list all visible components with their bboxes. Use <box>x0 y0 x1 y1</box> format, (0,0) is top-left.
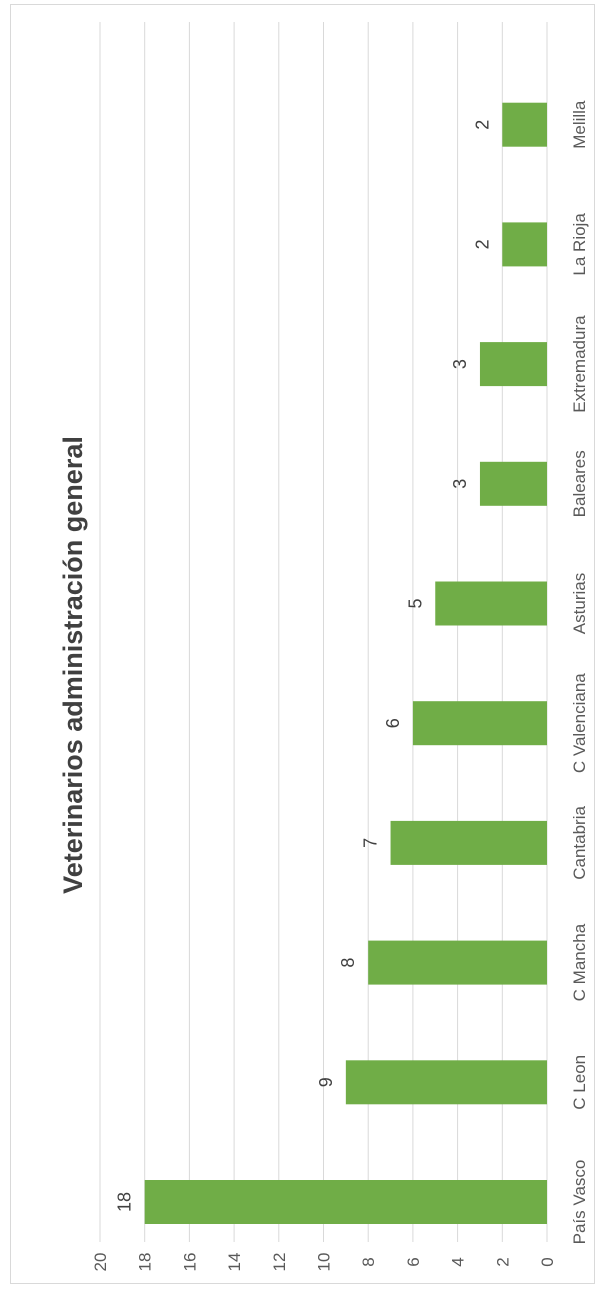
bar <box>502 102 547 147</box>
y-tick-label: 8 <box>359 1257 378 1266</box>
category-label: Asturias <box>570 573 589 634</box>
bar <box>412 701 547 746</box>
bar <box>502 222 547 267</box>
category-label: C Valenciana <box>570 673 589 773</box>
data-label: 18 <box>115 1192 135 1212</box>
bars <box>144 102 547 1224</box>
y-tick-label: 14 <box>225 1253 244 1272</box>
gridlines <box>99 22 548 1242</box>
bar <box>345 1060 547 1105</box>
y-tick-label: 20 <box>91 1253 110 1272</box>
y-tick-label: 12 <box>270 1253 289 1272</box>
category-label: La Rioja <box>570 213 589 276</box>
chart-title: Veterinarios administración general <box>58 436 88 894</box>
y-tick-label: 16 <box>180 1253 199 1272</box>
category-labels: País Vasco C Leon C Mancha Cantabria C Valen… <box>570 100 589 1244</box>
y-tick-label: 4 <box>449 1257 468 1266</box>
data-labels: 18 9 8 7 6 5 3 3 2 2 <box>115 120 493 1212</box>
category-label: Cantabria <box>570 806 589 880</box>
bar <box>435 581 547 626</box>
y-axis-ticks: 0 2 4 6 8 10 12 14 16 18 20 <box>91 1253 557 1272</box>
y-tick-label: 0 <box>538 1257 557 1266</box>
bar <box>479 461 547 506</box>
category-label: C Leon <box>570 1055 589 1110</box>
y-tick-label: 10 <box>315 1253 334 1272</box>
data-label: 3 <box>450 479 470 489</box>
category-label: País Vasco <box>570 1160 589 1245</box>
category-label: Extremadura <box>570 315 589 413</box>
data-label: 6 <box>383 718 403 728</box>
bar <box>479 342 547 387</box>
y-tick-label: 2 <box>493 1257 512 1266</box>
y-tick-label: 18 <box>136 1253 155 1272</box>
bar <box>144 1180 547 1224</box>
data-label: 2 <box>472 120 492 130</box>
category-label: Baleares <box>570 450 589 517</box>
data-label: 3 <box>450 359 470 369</box>
data-label: 7 <box>361 838 381 848</box>
category-label: Melilla <box>570 100 589 149</box>
category-label: C Mancha <box>570 923 589 1001</box>
bar <box>390 820 547 865</box>
bar <box>368 940 547 985</box>
data-label: 5 <box>405 598 425 608</box>
data-label: 8 <box>338 958 358 968</box>
y-tick-label: 6 <box>404 1257 423 1266</box>
data-label: 2 <box>472 239 492 249</box>
data-label: 9 <box>316 1077 336 1087</box>
